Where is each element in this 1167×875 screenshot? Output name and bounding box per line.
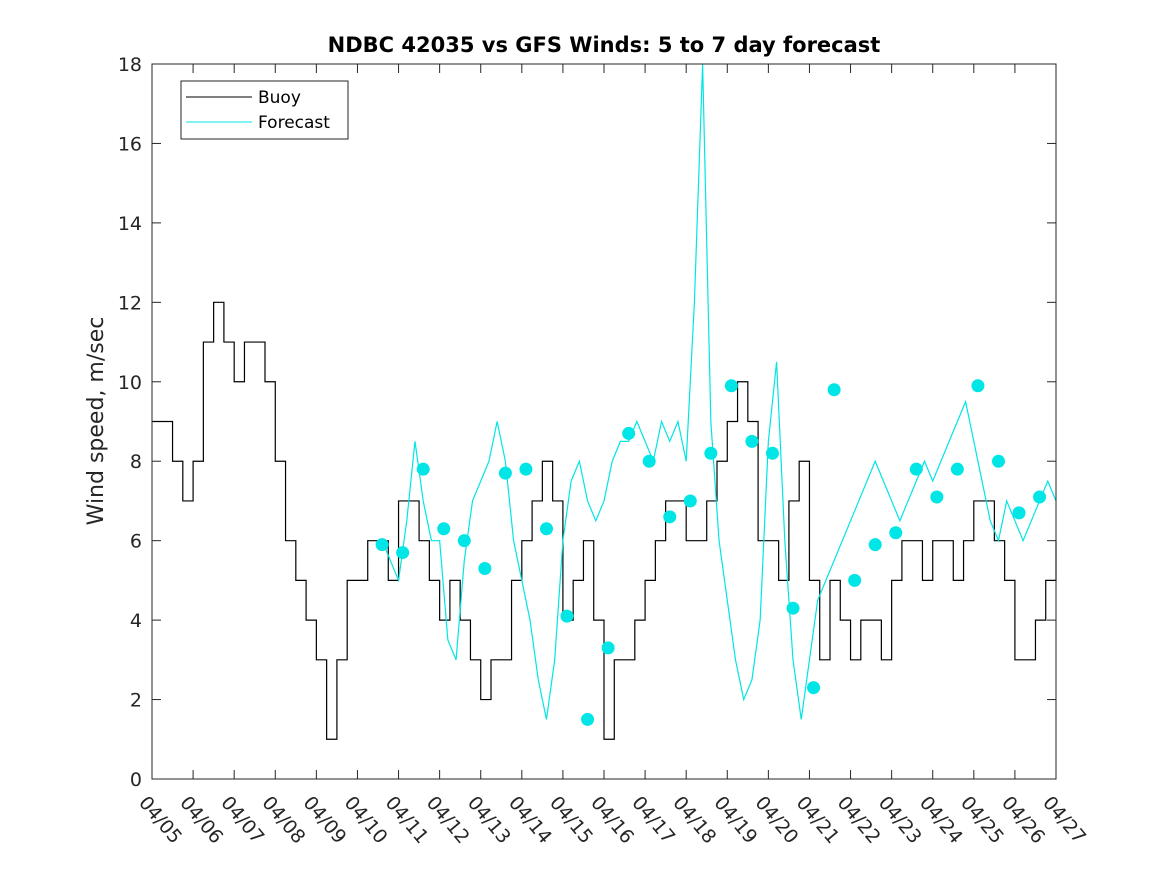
- forecast-point-marker: [704, 446, 718, 460]
- forecast-point-marker: [848, 573, 862, 587]
- y-tick-label: 16: [118, 133, 142, 155]
- x-tick-label: 04/20: [751, 792, 803, 848]
- x-tick-label: 04/09: [299, 792, 351, 848]
- forecast-point-marker: [827, 383, 841, 397]
- forecast-point-marker: [909, 462, 923, 476]
- y-tick-label: 12: [118, 292, 142, 314]
- forecast-point-marker: [765, 446, 779, 460]
- forecast-point-marker: [375, 538, 389, 552]
- x-tick-label: 04/25: [956, 792, 1008, 848]
- y-tick-label: 18: [118, 54, 142, 76]
- forecast-point-marker: [663, 510, 677, 524]
- x-tick-label: 04/05: [134, 792, 186, 848]
- x-tick-label: 04/10: [340, 792, 392, 848]
- legend-forecast-label: Forecast: [258, 113, 330, 133]
- forecast-point-marker: [950, 462, 964, 476]
- legend-box: [180, 80, 349, 140]
- y-tick-label: 0: [130, 769, 142, 791]
- series-layer: [152, 63, 1057, 740]
- forecast-point-marker: [889, 526, 903, 540]
- forecast-point-marker: [930, 490, 944, 504]
- forecast-point-marker: [786, 601, 800, 615]
- y-axis-label: Wind speed, m/sec: [84, 317, 109, 526]
- x-tick-label: 04/08: [257, 792, 309, 848]
- forecast-point-marker: [868, 538, 882, 552]
- y-tick-label: 10: [118, 372, 142, 394]
- forecast-point-marker: [683, 494, 697, 508]
- forecast-point-marker: [437, 522, 451, 536]
- x-tick-label: 04/18: [668, 792, 720, 848]
- y-tick-label: 8: [130, 451, 142, 473]
- forecast-point-marker: [498, 466, 512, 480]
- forecast-point-marker: [601, 641, 615, 655]
- forecast-point-marker: [539, 522, 553, 536]
- forecast-point-marker: [396, 546, 410, 560]
- x-tick-label: 04/13: [463, 792, 515, 848]
- x-tick-label: 04/24: [915, 792, 967, 848]
- x-tick-label: 04/07: [216, 792, 268, 848]
- forecast-point-marker: [560, 609, 574, 623]
- y-tick-label: 6: [130, 531, 142, 553]
- y-tick-label: 2: [130, 690, 142, 712]
- forecast-point-marker: [971, 379, 985, 393]
- x-tick-label: 04/11: [381, 792, 433, 848]
- legend: Buoy Forecast: [180, 80, 349, 140]
- buoy-series-line: [152, 301, 1057, 740]
- forecast-point-marker: [807, 681, 821, 695]
- x-tick-label: 04/16: [586, 792, 638, 848]
- x-tick-label: 04/22: [833, 792, 885, 848]
- forecast-point-marker: [1012, 506, 1026, 520]
- forecast-point-marker: [457, 534, 471, 548]
- x-tick-label: 04/23: [874, 792, 926, 848]
- forecast-point-marker: [1033, 490, 1047, 504]
- forecast-point-marker: [416, 462, 430, 476]
- y-axis: 0 2 4 6 8 10 12 14 16 18: [118, 54, 1056, 791]
- x-tick-label: 04/15: [545, 792, 597, 848]
- forecast-point-marker: [622, 426, 636, 440]
- legend-buoy-label: Buoy: [258, 88, 301, 108]
- forecast-point-marker: [745, 434, 759, 448]
- forecast-point-marker: [724, 379, 738, 393]
- x-tick-label: 04/06: [175, 792, 227, 848]
- x-tick-label: 04/17: [627, 792, 679, 848]
- chart-title: NDBC 42035 vs GFS Winds: 5 to 7 day fore…: [328, 33, 881, 57]
- y-tick-label: 14: [118, 213, 142, 235]
- forecast-point-marker: [642, 454, 656, 468]
- x-tick-label: 04/21: [792, 792, 844, 848]
- y-tick-label: 4: [130, 610, 142, 632]
- x-tick-label: 04/26: [997, 792, 1049, 848]
- x-tick-label: 04/19: [709, 792, 761, 848]
- forecast-series-line: [381, 63, 1057, 720]
- x-tick-label: 04/27: [1038, 792, 1090, 848]
- forecast-point-marker: [519, 462, 533, 476]
- x-tick-label: 04/12: [422, 792, 474, 848]
- forecast-point-marker: [478, 561, 492, 575]
- forecast-point-marker: [991, 454, 1005, 468]
- forecast-point-marker: [581, 712, 595, 726]
- x-tick-label: 04/14: [504, 792, 556, 848]
